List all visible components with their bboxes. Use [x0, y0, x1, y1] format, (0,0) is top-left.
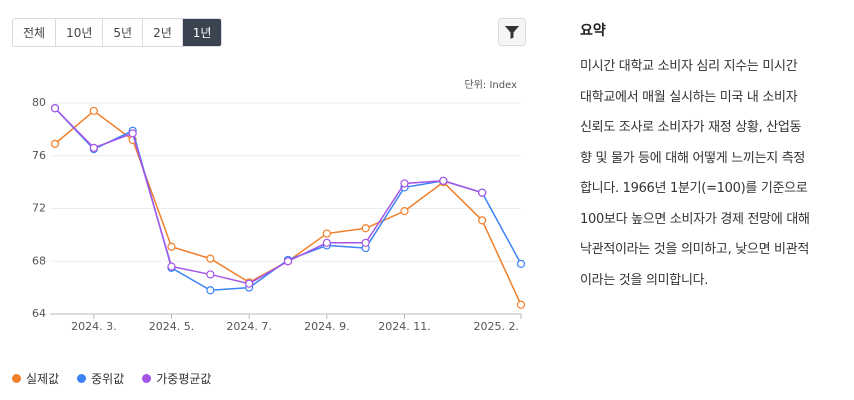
point — [128, 129, 137, 138]
legend: 실제값 중위값 가중평균값 — [12, 370, 211, 387]
point — [283, 257, 293, 266]
point — [167, 242, 176, 251]
point — [206, 254, 215, 263]
chart: 단위: Index 64 68 72 76 80 2024. 3. 2024. 5. 2024.… — [32, 78, 526, 333]
series-line — [54, 107, 483, 285]
range-button[interactable]: 전체 — [13, 19, 57, 46]
x-tick-label: 2024. 11. — [378, 320, 430, 333]
point — [516, 300, 526, 309]
point — [478, 188, 487, 197]
range-button[interactable]: 2년 — [143, 19, 183, 46]
x-tick-label: 2024. 9. — [304, 320, 349, 333]
point — [439, 176, 448, 185]
point — [400, 207, 409, 216]
series-line — [54, 109, 522, 306]
filter-button[interactable] — [498, 18, 526, 46]
point — [322, 238, 331, 247]
unit-label: 단위: Index — [465, 78, 518, 91]
summary-line: 미시간 대학교 소비자 심리 지수는 미시간 — [580, 59, 798, 74]
y-tick-label: 80 — [32, 96, 46, 109]
x-tick-label: 2024. 5. — [149, 320, 194, 333]
x-tick-label: 2024. 7. — [226, 320, 271, 333]
x-tick-label: 2025. 2. — [474, 320, 519, 333]
point — [361, 224, 370, 233]
point — [478, 216, 487, 225]
legend-dot — [12, 374, 21, 383]
point — [89, 143, 98, 152]
point — [89, 106, 98, 116]
legend-dot — [77, 374, 87, 383]
point — [400, 179, 409, 188]
x-tick-label: 2024. 3. — [71, 320, 116, 333]
y-tick-label: 76 — [32, 149, 46, 162]
summary-line: 이라는 것을 의미합니다. — [580, 272, 709, 288]
legend-label: 중위값 — [91, 372, 125, 386]
summary-line: 향 및 물가 등에 대해 어떻게 느끼는지 측정 — [580, 150, 806, 166]
legend-item[interactable]: 실제값 — [12, 370, 59, 387]
summary-line: 신뢰도 조사로 소비자가 재정 상황, 산업동 — [580, 120, 802, 135]
point — [167, 262, 176, 271]
y-tick-label: 72 — [32, 202, 46, 215]
summary-line: 합니다. 1966년 1분기(=100)를 기준으로 — [580, 181, 808, 196]
y-tick-label: 68 — [32, 254, 46, 267]
point — [322, 229, 331, 238]
range-buttons: 전체 10년 5년 2년 1년 — [12, 18, 223, 47]
point — [361, 238, 370, 247]
point — [206, 270, 215, 279]
point — [516, 259, 526, 268]
summary-line: 100보다 높으면 소비자가 경제 전망에 대해 — [580, 211, 810, 227]
legend-item[interactable]: 중위값 — [77, 370, 124, 387]
range-button[interactable]: 1년 — [182, 19, 222, 46]
legend-dot — [142, 374, 152, 383]
y-tick-label: 64 — [32, 307, 46, 320]
point — [50, 139, 60, 148]
legend-label: 실제값 — [26, 372, 60, 386]
legend-label: 가중평균값 — [156, 372, 212, 386]
summary-line: 낙관적이라는 것을 의미하고, 낮으면 비관적 — [580, 242, 810, 257]
range-button[interactable]: 5년 — [103, 19, 144, 46]
point — [206, 286, 215, 295]
point — [245, 279, 254, 288]
summary-title: 요약 — [580, 23, 606, 39]
legend-item[interactable]: 가중평균값 — [142, 370, 211, 387]
range-button[interactable]: 10년 — [56, 19, 104, 46]
summary-line: 대학교에서 매월 실시하는 미국 내 소비자 — [580, 89, 798, 105]
filter-icon — [505, 26, 519, 39]
point — [50, 104, 60, 113]
